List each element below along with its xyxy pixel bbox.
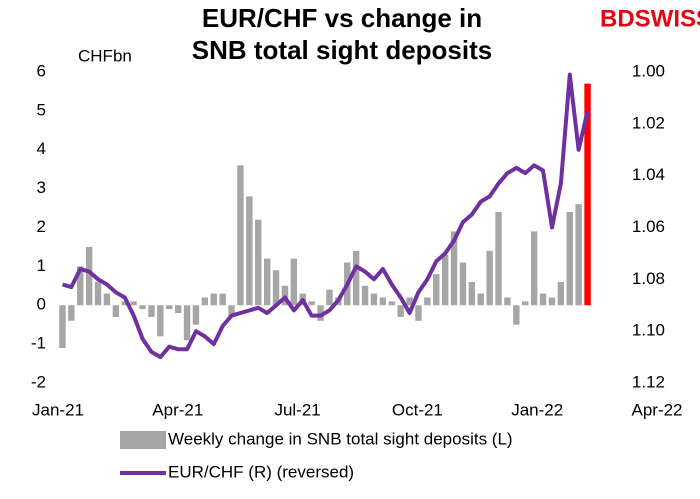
legend-swatch [120,431,166,449]
bar [210,293,217,306]
bar [522,301,529,306]
y2-tick-label: 1.02 [632,113,665,132]
bar [68,305,75,321]
bar [370,293,378,306]
bar [219,293,226,306]
y2-tick-label: 1.00 [632,61,665,80]
bar [317,305,324,321]
bar [504,297,511,306]
bar [486,250,493,306]
y-tick-label: 6 [37,61,46,80]
bar [441,254,449,306]
bar [326,289,333,306]
bar [361,285,369,306]
bar [183,305,191,341]
bar [352,250,360,306]
bar [148,305,155,317]
logo: BDSWISS [600,5,700,32]
chart-title: SNB total sight deposits [192,35,492,65]
bar [539,293,547,306]
bar [495,211,502,306]
chart-title: EUR/CHF vs change in [202,3,482,33]
y-tick-label: 1 [37,256,46,275]
bar [272,270,280,306]
y-axis-label: CHFbn [78,46,132,65]
bar [468,281,476,306]
x-tick-label: Jul-21 [274,400,320,419]
bar [424,297,431,306]
y-tick-label: 3 [37,178,46,197]
bar [450,231,458,306]
x-tick-label: Apr-21 [152,400,203,419]
line [61,72,590,360]
y-tick-label: -1 [31,334,46,353]
y-tick-label: 2 [37,217,46,236]
legend-label: Weekly change in SNB total sight deposit… [168,429,513,448]
bar [388,301,395,306]
bar [59,305,66,349]
bar [459,262,467,306]
y-tick-label: 0 [37,295,46,314]
bar [406,297,413,306]
bar [121,301,128,306]
bar [263,258,271,306]
x-tick-label: Jan-21 [32,400,84,419]
bar [477,293,484,306]
bar [112,305,120,317]
bar [157,305,164,337]
bar [192,305,200,325]
bar [513,305,520,325]
bar [201,297,209,306]
bar [77,266,84,306]
y-tick-label: 4 [37,139,46,158]
bar [433,274,440,306]
bar [557,281,565,306]
bar [130,301,137,306]
y2-tick-label: 1.04 [632,165,665,184]
y2-tick-label: 1.10 [632,321,665,340]
bar [548,297,556,306]
bar [237,165,244,306]
bar [397,305,404,317]
bar [255,219,262,306]
y2-tick-label: 1.06 [632,217,665,236]
y2-tick-label: 1.08 [632,269,665,288]
y2-tick-label: 1.12 [632,372,665,391]
bar [415,305,422,321]
bar [379,297,387,306]
bar [290,258,298,306]
bar [530,231,538,306]
bar [584,83,591,306]
bar [566,211,573,306]
bar [174,305,182,314]
bar [85,246,93,306]
x-tick-label: Jan-22 [511,400,563,419]
bar [166,305,173,310]
bar [308,301,315,306]
bar [246,196,253,306]
bar [103,293,111,306]
x-tick-label: Apr-22 [631,400,682,419]
bar [228,305,235,317]
bar [575,204,582,306]
y-tick-label: -2 [31,372,46,391]
x-tick-label: Oct-21 [392,400,443,419]
bar [139,305,146,310]
bar [94,281,102,306]
y-tick-label: 5 [37,100,46,119]
legend-label: EUR/CHF (R) (reversed) [168,462,354,481]
